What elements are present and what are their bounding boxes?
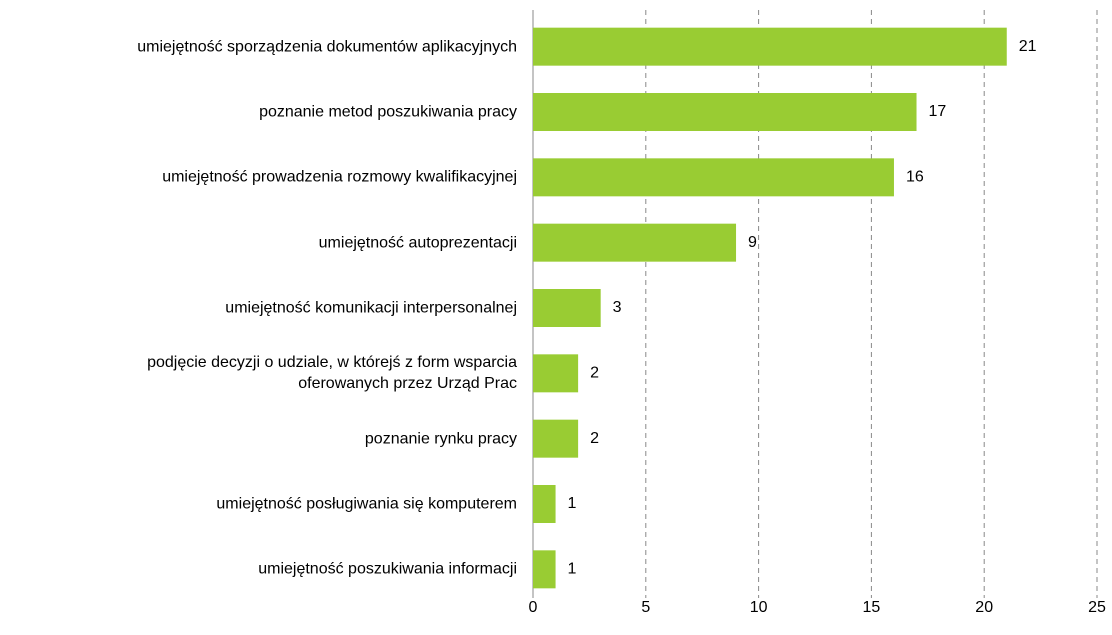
- category-label: umiejętność komunikacji interpersonalnej: [225, 299, 517, 317]
- bar: [533, 158, 894, 197]
- value-label: 1: [568, 561, 577, 578]
- bar: [533, 485, 556, 523]
- bar: [533, 223, 737, 262]
- value-label: 9: [748, 234, 757, 251]
- value-label: 1: [568, 495, 577, 512]
- category-label: umiejętność posługiwania się komputerem: [216, 495, 517, 513]
- value-label: 21: [1019, 38, 1037, 55]
- x-tick-label: 0: [529, 599, 538, 616]
- category-label: umiejętność autoprezentacji: [318, 234, 517, 252]
- category-label: poznanie metod poszukiwania pracy: [259, 103, 517, 121]
- category-label: umiejętność poszukiwania informacji: [258, 560, 517, 578]
- x-tick-label: 5: [641, 599, 650, 616]
- category-label: podjęcie decyzji o udziale, w którejś z …: [147, 354, 517, 393]
- x-tick-label: 20: [975, 599, 993, 616]
- bar: [533, 289, 601, 327]
- value-label: 2: [590, 430, 599, 447]
- value-label: 3: [613, 299, 622, 316]
- value-label: 17: [929, 103, 947, 120]
- bar: [533, 419, 579, 458]
- bar: [533, 354, 579, 393]
- bar: [533, 27, 1007, 66]
- value-label: 2: [590, 365, 599, 382]
- category-label: poznanie rynku pracy: [364, 430, 517, 448]
- bar: [533, 550, 556, 589]
- category-label: umiejętność sporządzenia dokumentów apli…: [137, 38, 517, 56]
- value-label: 16: [906, 169, 924, 186]
- x-tick-label: 15: [863, 599, 881, 616]
- x-tick-label: 10: [750, 599, 768, 616]
- category-label: umiejętność prowadzenia rozmowy kwalifik…: [162, 168, 517, 186]
- x-tick-label: 25: [1088, 599, 1106, 616]
- bar: [533, 93, 917, 131]
